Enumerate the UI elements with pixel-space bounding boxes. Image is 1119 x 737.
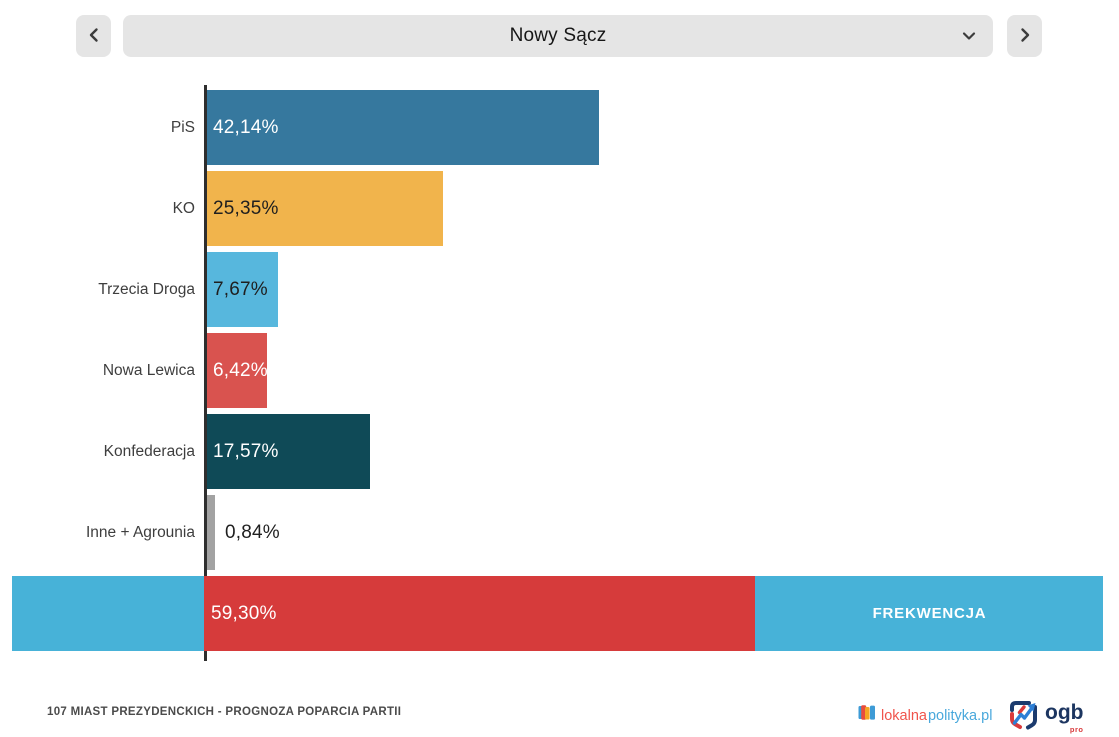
lokalnapolityka-text-1: lokalna bbox=[881, 707, 927, 724]
turnout-bar: 59,30% FREKWENCJA bbox=[12, 576, 1103, 651]
chart-row: Nowa Lewica 6,42% bbox=[0, 333, 1119, 408]
ogb-icon bbox=[1007, 698, 1039, 737]
chart-caption: 107 MIAST PREZYDENCKICH - PROGNOZA POPAR… bbox=[47, 706, 402, 718]
bar-value-label: 25,35% bbox=[213, 197, 279, 219]
bar: 25,35% bbox=[207, 171, 443, 246]
bar: 0,84% bbox=[207, 495, 280, 570]
chevron-left-icon bbox=[87, 27, 101, 46]
chart-row: Konfederacja 17,57% bbox=[0, 414, 1119, 489]
bar-value-label: 0,84% bbox=[225, 521, 280, 543]
category-label: Trzecia Droga bbox=[98, 281, 195, 298]
ogb-sub-text: pro bbox=[1069, 724, 1084, 734]
city-dropdown-value: Nowy Sącz bbox=[509, 25, 607, 46]
chart-row: Inne + Agrounia 0,84% bbox=[0, 495, 1119, 570]
chevron-right-icon bbox=[1018, 27, 1032, 46]
bar: 42,14% bbox=[207, 90, 599, 165]
category-label: KO bbox=[172, 200, 195, 217]
bar-value-label: 17,57% bbox=[213, 440, 279, 462]
ogb-text: ogb bbox=[1045, 700, 1084, 724]
bar-value-label: 7,67% bbox=[213, 278, 268, 300]
chevron-down-icon bbox=[961, 29, 977, 48]
turnout-label: FREKWENCJA bbox=[872, 605, 987, 622]
lokalnapolityka-text-2: polityka.pl bbox=[927, 707, 993, 724]
next-city-button[interactable] bbox=[1007, 15, 1042, 57]
turnout-fill: 59,30% bbox=[204, 576, 755, 651]
prev-city-button[interactable] bbox=[76, 15, 111, 57]
bar: 17,57% bbox=[207, 414, 370, 489]
bar-value-label: 42,14% bbox=[213, 116, 279, 138]
city-dropdown[interactable]: Nowy Sącz bbox=[123, 15, 993, 57]
chart-row: KO 25,35% bbox=[0, 171, 1119, 246]
category-label: PiS bbox=[170, 119, 195, 136]
ogb-logo: ogb pro bbox=[1007, 698, 1083, 737]
bar: 6,42% bbox=[207, 333, 268, 408]
category-label: Konfederacja bbox=[103, 443, 195, 460]
axis-line bbox=[204, 85, 207, 661]
chart-row: Trzecia Droga 7,67% bbox=[0, 252, 1119, 327]
lokalnapolityka-logo: lokalna polityka.pl bbox=[858, 704, 992, 727]
chart-row: PiS 42,14% bbox=[0, 90, 1119, 165]
lokalnapolityka-icon bbox=[858, 704, 876, 727]
bar-value-label: 6,42% bbox=[213, 359, 268, 381]
bar: 7,67% bbox=[207, 252, 278, 327]
turnout-value: 59,30% bbox=[211, 602, 277, 624]
category-label: Inne + Agrounia bbox=[85, 524, 195, 541]
category-label: Nowa Lewica bbox=[102, 362, 195, 379]
